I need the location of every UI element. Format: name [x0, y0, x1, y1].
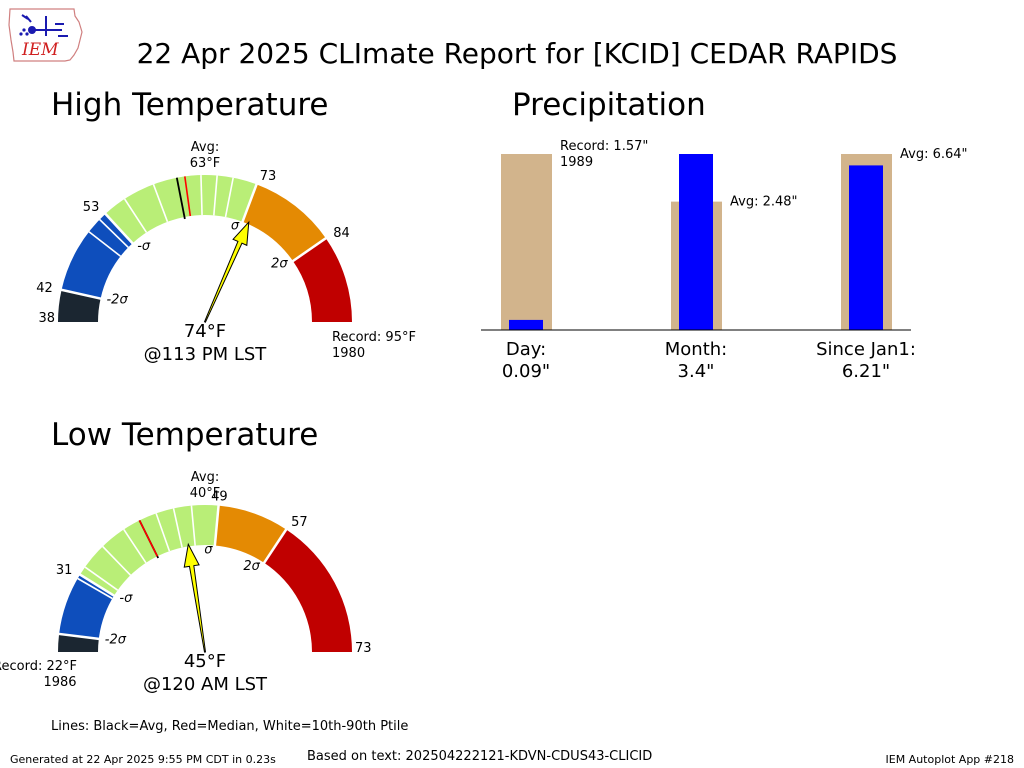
band-separator: [57, 632, 100, 641]
source-text: Based on text: 202504222121-KDVN-CDUS43-…: [307, 749, 652, 764]
precip-annotation: Avg: 6.64": [900, 147, 968, 162]
gauge-tick-label: 73: [355, 641, 372, 656]
precip-category-label: Day:: [506, 339, 546, 360]
gauge-tick-label: 84: [333, 226, 350, 241]
gauge-tick-label: 53: [83, 200, 100, 215]
observed-time: @113 PM LST: [144, 344, 268, 365]
band-separator: [78, 573, 116, 598]
precip-observed-bar: [679, 154, 713, 330]
gauge-band: [264, 529, 352, 652]
sigma-label: 2σ: [271, 256, 288, 271]
logo-text: IEM: [21, 40, 59, 60]
observed-value: 74°F: [184, 321, 226, 342]
percentile-line: [99, 218, 129, 248]
band-separator: [262, 527, 288, 565]
gauge-band: [292, 238, 352, 322]
precip-value-label: 0.09": [502, 361, 550, 382]
page-title: 22 Apr 2025 CLImate Report for [KCID] CE…: [137, 37, 898, 70]
gauge-tick-label: 57: [291, 515, 308, 530]
percentile-line: [123, 198, 148, 233]
sigma-label: σ: [204, 542, 213, 557]
percentile-line: [152, 184, 169, 223]
weather-instrument-icon: [21, 14, 68, 37]
precip-annotation: Record: 1.57": [560, 139, 648, 154]
percentile-line: [102, 545, 132, 576]
precip-category-label: Since Jan1:: [816, 339, 916, 360]
sigma-label: -σ: [119, 591, 133, 606]
avg-label-value: 40°F: [190, 486, 221, 501]
avg-label-title: Avg:: [191, 140, 219, 155]
band-separator: [291, 236, 328, 263]
observed-time: @120 AM LST: [143, 674, 268, 695]
band-separator: [60, 288, 102, 301]
iem-logo: IEM: [8, 8, 83, 62]
percentile-line: [88, 231, 122, 257]
precip-category-label: Month:: [665, 339, 727, 360]
raindrop-icon: [19, 28, 29, 36]
gauge-tick-label: 73: [260, 169, 277, 184]
precip-chart: Day:0.09" Month:3.4" Since Jan1:6.21" Recor…: [481, 139, 968, 382]
median-line: [184, 176, 192, 217]
precip-value-label: 3.4": [678, 361, 715, 382]
avg-label-title: Avg:: [191, 470, 219, 485]
observed-needle-icon: [203, 220, 250, 323]
percentile-line: [77, 577, 113, 600]
percentile-line: [224, 177, 234, 218]
precip-annotation: Avg: 2.48": [730, 195, 798, 210]
low-temp-gauge: 31 49 57 73 -2σ -σ σ 2σ Avg:40°F 45°F@120 AM LST R…: [0, 470, 372, 695]
lines-legend: Lines: Black=Avg, Red=Median, White=10th…: [51, 719, 408, 734]
gauge-tick-label: 38: [38, 311, 55, 326]
observed-value: 45°F: [184, 651, 226, 672]
high-temp-gauge: 38 42 53 73 84 -2σ -σ σ 2σ Avg:63°F 74°F@113 PM LS…: [36, 140, 416, 365]
gauge-tick-label: 49: [211, 490, 228, 505]
generated-note: Generated at 22 Apr 2025 9:55 PM CDT in …: [10, 753, 276, 766]
precip-observed-bar: [509, 319, 543, 330]
app-id: IEM Autoplot App #218: [886, 753, 1015, 766]
record-label: Record: 22°F: [0, 659, 77, 674]
avg-label-value: 63°F: [190, 156, 221, 171]
gauge-band: [214, 505, 287, 563]
percentile-line: [123, 529, 147, 564]
precip-annotation-sub: 1989: [560, 155, 593, 170]
precip-observed-bar: [849, 165, 883, 330]
gauge-band: [80, 504, 219, 596]
sigma-label: 2σ: [243, 559, 260, 574]
median-line: [138, 520, 159, 557]
record-year: 1986: [43, 675, 76, 690]
percentile-line: [200, 175, 203, 216]
sigma-label: σ: [231, 219, 240, 234]
sigma-label: -σ: [137, 239, 151, 254]
gauge-band: [242, 184, 326, 262]
sigma-label: -2σ: [105, 632, 127, 647]
percentile-line: [190, 505, 196, 546]
gauge-tick-label: 31: [56, 563, 73, 578]
observed-needle-icon: [183, 542, 207, 653]
gauge-tick-label: 42: [36, 281, 53, 296]
band-separator: [103, 212, 135, 245]
precip-title: Precipitation: [512, 87, 706, 123]
percentile-line: [172, 508, 183, 548]
gauge-band: [58, 289, 101, 322]
band-separator: [213, 504, 220, 547]
average-line: [175, 177, 186, 220]
low-temp-title: Low Temperature: [51, 417, 318, 453]
sigma-label: -2σ: [106, 292, 128, 307]
high-temp-title: High Temperature: [51, 87, 328, 123]
precip-climo-bar: [501, 154, 552, 330]
band-separator: [240, 182, 259, 224]
percentile-line: [213, 175, 218, 216]
record-year: 1980: [332, 346, 365, 361]
percentile-line: [84, 566, 119, 591]
precip-value-label: 6.21": [842, 361, 890, 382]
record-label: Record: 95°F: [332, 330, 416, 345]
percentile-line: [155, 513, 171, 552]
